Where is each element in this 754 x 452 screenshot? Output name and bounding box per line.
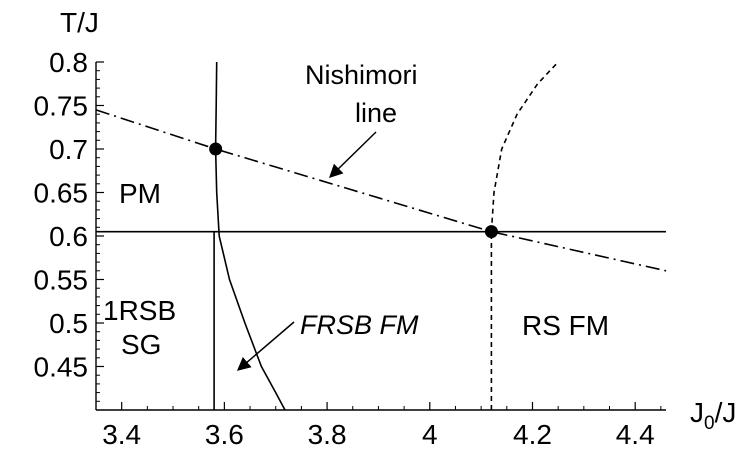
y-tick-label: 0.75 bbox=[34, 91, 89, 122]
series-line-solid bbox=[214, 61, 286, 411]
frsb-fm-label: FRSB FM bbox=[300, 310, 419, 340]
axes: 3.4 3.6 3.8 4 4.2 4.4 0.45 0.5 0.55 0.6 0.65 0.7 0.7… bbox=[34, 47, 666, 450]
series-line-dashed bbox=[490, 61, 559, 232]
y-tick-label: 0.5 bbox=[49, 308, 88, 339]
nishimori-label-line1: Nishimori bbox=[305, 60, 418, 90]
1rsb-sg-label-line1: 1RSB bbox=[103, 295, 176, 326]
x-tick-label: 3.6 bbox=[205, 419, 244, 450]
series-line-dashdot bbox=[95, 109, 667, 272]
rs-fm-label: RS FM bbox=[522, 310, 609, 341]
plot-area bbox=[95, 61, 667, 411]
1rsb-sg-label-line2: SG bbox=[121, 329, 161, 360]
x-tick-label: 4 bbox=[422, 419, 438, 450]
y-tick-label: 0.6 bbox=[49, 221, 88, 252]
pm-region-label: PM bbox=[119, 178, 161, 209]
y-axis-label: T/J bbox=[60, 7, 99, 38]
critical-point bbox=[484, 225, 498, 239]
y-tick-label: 0.45 bbox=[34, 352, 89, 383]
x-tick-label: 3.8 bbox=[308, 419, 347, 450]
x-tick-label: 3.4 bbox=[102, 419, 141, 450]
x-tick-label: 4.4 bbox=[616, 419, 655, 450]
critical-point bbox=[209, 142, 223, 156]
x-axis-label: J0/J bbox=[690, 397, 736, 434]
nishimori-arrow bbox=[329, 131, 377, 178]
nishimori-label-line2: line bbox=[355, 98, 397, 128]
x-tick-label: 4.2 bbox=[513, 419, 552, 450]
frsb-arrow bbox=[236, 321, 295, 371]
y-tick-label: 0.65 bbox=[34, 178, 89, 209]
y-tick-label: 0.7 bbox=[49, 134, 88, 165]
y-tick-label: 0.8 bbox=[49, 47, 88, 78]
y-tick-label: 0.55 bbox=[34, 265, 89, 296]
